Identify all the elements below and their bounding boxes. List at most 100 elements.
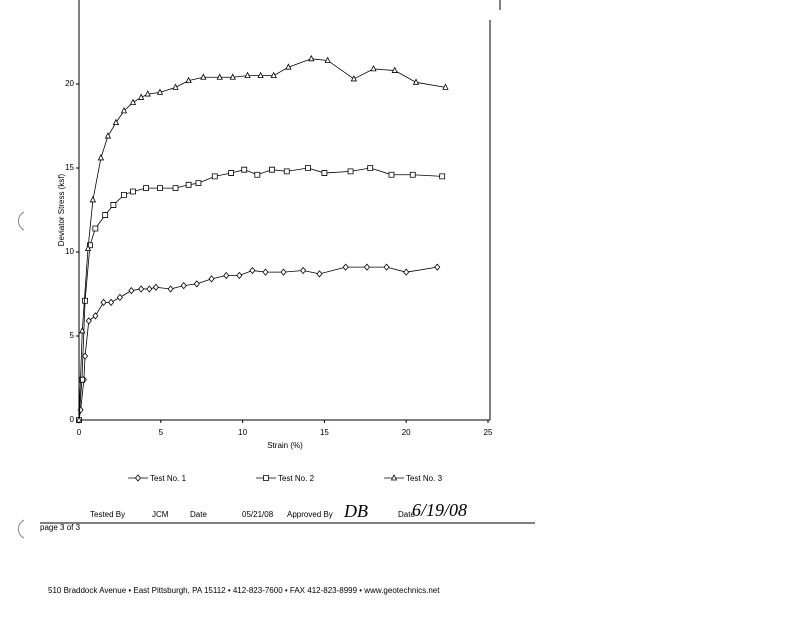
y-tick-label: 10 — [65, 247, 74, 256]
legend-marker — [390, 474, 398, 481]
punch-hole — [17, 519, 25, 539]
series-line — [78, 58, 446, 421]
data-point — [367, 165, 374, 171]
footer: 510 Braddock Avenue • East Pittsburgh, P… — [48, 586, 440, 595]
data-point — [102, 212, 109, 218]
y-tick-label: 5 — [70, 331, 75, 340]
data-point — [300, 266, 307, 275]
y-tick-label: 0 — [70, 415, 75, 424]
data-point — [120, 106, 128, 114]
data-point — [121, 191, 127, 198]
x-tick-label: 25 — [484, 428, 493, 437]
x-tick-label: 15 — [320, 428, 329, 437]
tested-by-label: Tested By — [90, 510, 125, 519]
data-point — [244, 71, 251, 78]
data-point — [146, 285, 153, 293]
y-axis-label: Deviator Stress (ksf) — [57, 173, 66, 246]
data-point — [144, 90, 151, 97]
legend-label: Test No. 2 — [278, 474, 315, 483]
data-point — [108, 298, 115, 307]
data-point — [439, 173, 446, 180]
data-point — [128, 287, 135, 295]
data-point — [180, 281, 187, 290]
approved-date: 6/19/08 — [412, 500, 467, 520]
data-point — [283, 168, 290, 175]
data-point — [403, 268, 410, 276]
data-point — [308, 54, 315, 62]
data-point — [383, 263, 390, 271]
data-point — [82, 352, 89, 360]
data-point — [216, 73, 223, 80]
data-point — [200, 73, 207, 80]
data-point — [442, 83, 449, 90]
data-point — [104, 132, 112, 139]
data-point — [89, 196, 97, 203]
data-point — [363, 263, 370, 271]
punch-hole — [17, 211, 25, 231]
data-point — [228, 170, 235, 176]
y-tick-label: 15 — [65, 163, 74, 172]
approved-by-label: Approved By — [287, 510, 333, 519]
data-point — [84, 244, 92, 252]
data-point — [82, 297, 88, 304]
data-point — [269, 166, 275, 173]
data-point — [229, 73, 236, 80]
data-point — [172, 185, 179, 192]
x-tick-label: 20 — [402, 428, 411, 437]
data-point — [112, 118, 120, 126]
legend-label: Test No. 3 — [406, 474, 443, 483]
data-point — [208, 275, 215, 283]
x-tick-label: 5 — [159, 428, 164, 437]
data-point — [100, 298, 107, 307]
approved-date-label: Date — [398, 510, 415, 519]
data-point — [370, 64, 377, 72]
data-point — [79, 327, 86, 334]
data-point — [409, 171, 416, 178]
data-point — [316, 270, 323, 278]
data-point — [321, 170, 328, 176]
data-point — [257, 71, 264, 78]
x-axis-label: Strain (%) — [267, 441, 303, 450]
data-point — [350, 75, 357, 82]
data-point — [270, 71, 277, 78]
data-point — [412, 78, 420, 85]
data-point — [156, 88, 164, 95]
series-line — [78, 167, 443, 421]
data-point — [92, 225, 99, 232]
page-number: page 3 of 3 — [40, 523, 81, 532]
data-point — [241, 166, 248, 173]
data-point — [138, 285, 145, 293]
data-point — [85, 317, 92, 325]
data-point — [342, 263, 349, 271]
data-point — [143, 185, 149, 192]
y-tick-label: 20 — [65, 79, 74, 88]
data-point — [193, 280, 200, 288]
data-point — [97, 154, 105, 161]
data-point — [249, 266, 256, 275]
approved-by: DB — [343, 501, 368, 521]
x-tick-label: 10 — [238, 428, 247, 437]
data-point — [110, 202, 117, 208]
legend-marker — [134, 474, 142, 482]
legend-marker — [263, 475, 269, 481]
data-point — [280, 268, 287, 276]
data-point — [262, 268, 269, 276]
data-point — [172, 83, 179, 90]
data-point — [152, 283, 159, 291]
data-point — [129, 98, 137, 105]
data-point — [434, 263, 441, 271]
data-point — [185, 76, 192, 84]
data-point — [195, 180, 202, 187]
data-point — [305, 165, 311, 171]
tested-by: JCM — [152, 510, 169, 519]
data-point — [254, 171, 261, 178]
data-point — [347, 168, 354, 175]
data-point — [92, 312, 99, 320]
data-point — [157, 185, 163, 192]
date: 05/21/08 — [242, 510, 274, 519]
x-tick-label: 0 — [77, 428, 82, 437]
data-point — [185, 181, 192, 188]
legend-label: Test No. 1 — [150, 474, 187, 483]
data-point — [167, 285, 174, 293]
